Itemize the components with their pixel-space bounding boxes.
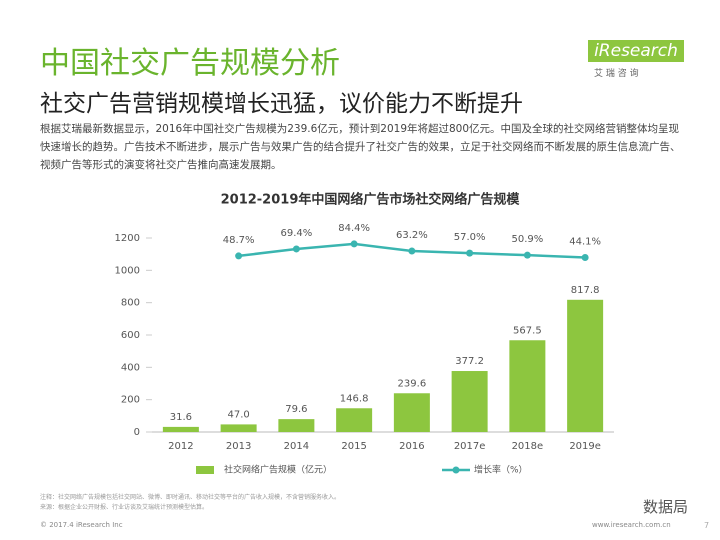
line-label: 57.0% [454,232,486,243]
y-tick-label: 1000 [115,265,140,276]
x-tick-label: 2018e [512,441,544,452]
line-point [350,240,358,248]
y-tick-label: 400 [121,362,140,373]
note: 注释：社交网络广告规模包括社交网站、微博、即时通讯、移动社交等平台的广告收入规模… [40,494,341,501]
bar [393,393,430,432]
y-tick-label: 800 [121,298,140,309]
y-tick-label: 0 [134,427,140,438]
paragraph: 根据艾瑞最新数据显示，2016年中国社交广告规模为239.6亿元，预计到2019… [40,123,681,171]
legend-label: 增长率（%） [474,464,528,476]
line-point [292,245,300,253]
legend-label: 社交网络广告规模（亿元） [224,464,332,476]
y-tick-label: 200 [121,395,140,406]
x-tick-label: 2019e [569,441,601,452]
legend-swatch [452,466,460,474]
chart-title: 2012-2019年中国网络广告市场社交网络广告规模 [221,192,521,208]
line-point [408,247,416,255]
y-tick-label: 600 [121,330,140,341]
watermark: 数据局 [643,498,689,516]
bar-label: 239.6 [398,378,427,389]
x-tick-label: 2017e [454,441,486,452]
line-label: 50.9% [511,234,543,245]
title: 中国社交广告规模分析 [40,46,340,81]
x-tick-label: 2012 [168,441,193,452]
line-point [466,249,474,257]
line-label: 69.4% [280,228,312,239]
bar-label: 817.8 [571,285,600,296]
x-tick-label: 2016 [399,441,424,452]
page-number: 7 [704,521,710,530]
bar-label: 31.6 [170,412,192,423]
legend-swatch [196,466,214,474]
bar [278,419,315,432]
logo: iResearch [588,40,684,62]
line-point [581,253,589,261]
bar [451,371,488,432]
bar-label: 377.2 [455,356,484,367]
copyright: © 2017.4 iResearch Inc [40,521,123,529]
bar [336,408,373,432]
x-tick-label: 2013 [226,441,251,452]
line-label: 84.4% [338,223,370,234]
line-label: 44.1% [569,236,601,247]
bar [162,426,199,432]
line-point [235,252,243,260]
x-tick-label: 2015 [341,441,366,452]
bar-label: 79.6 [285,404,307,415]
line-label: 63.2% [396,230,428,241]
logo-sub: 艾 瑞 咨 询 [594,69,639,79]
bar [220,424,257,432]
x-tick-label: 2014 [284,441,309,452]
bar-label: 567.5 [513,325,542,336]
line-point [523,251,531,259]
line-label: 48.7% [223,235,255,246]
bar [567,299,604,432]
bar-label: 146.8 [340,393,369,404]
bar [509,340,546,432]
y-tick-label: 1200 [115,233,140,244]
url: www.iresearch.com.cn [592,521,671,529]
bar-label: 47.0 [227,409,249,420]
subtitle: 社交广告营销规模增长迅猛，议价能力不断提升 [40,91,523,117]
source: 来源：根据企业公开财报、行业访谈及艾瑞统计预测模型估算。 [40,504,209,511]
